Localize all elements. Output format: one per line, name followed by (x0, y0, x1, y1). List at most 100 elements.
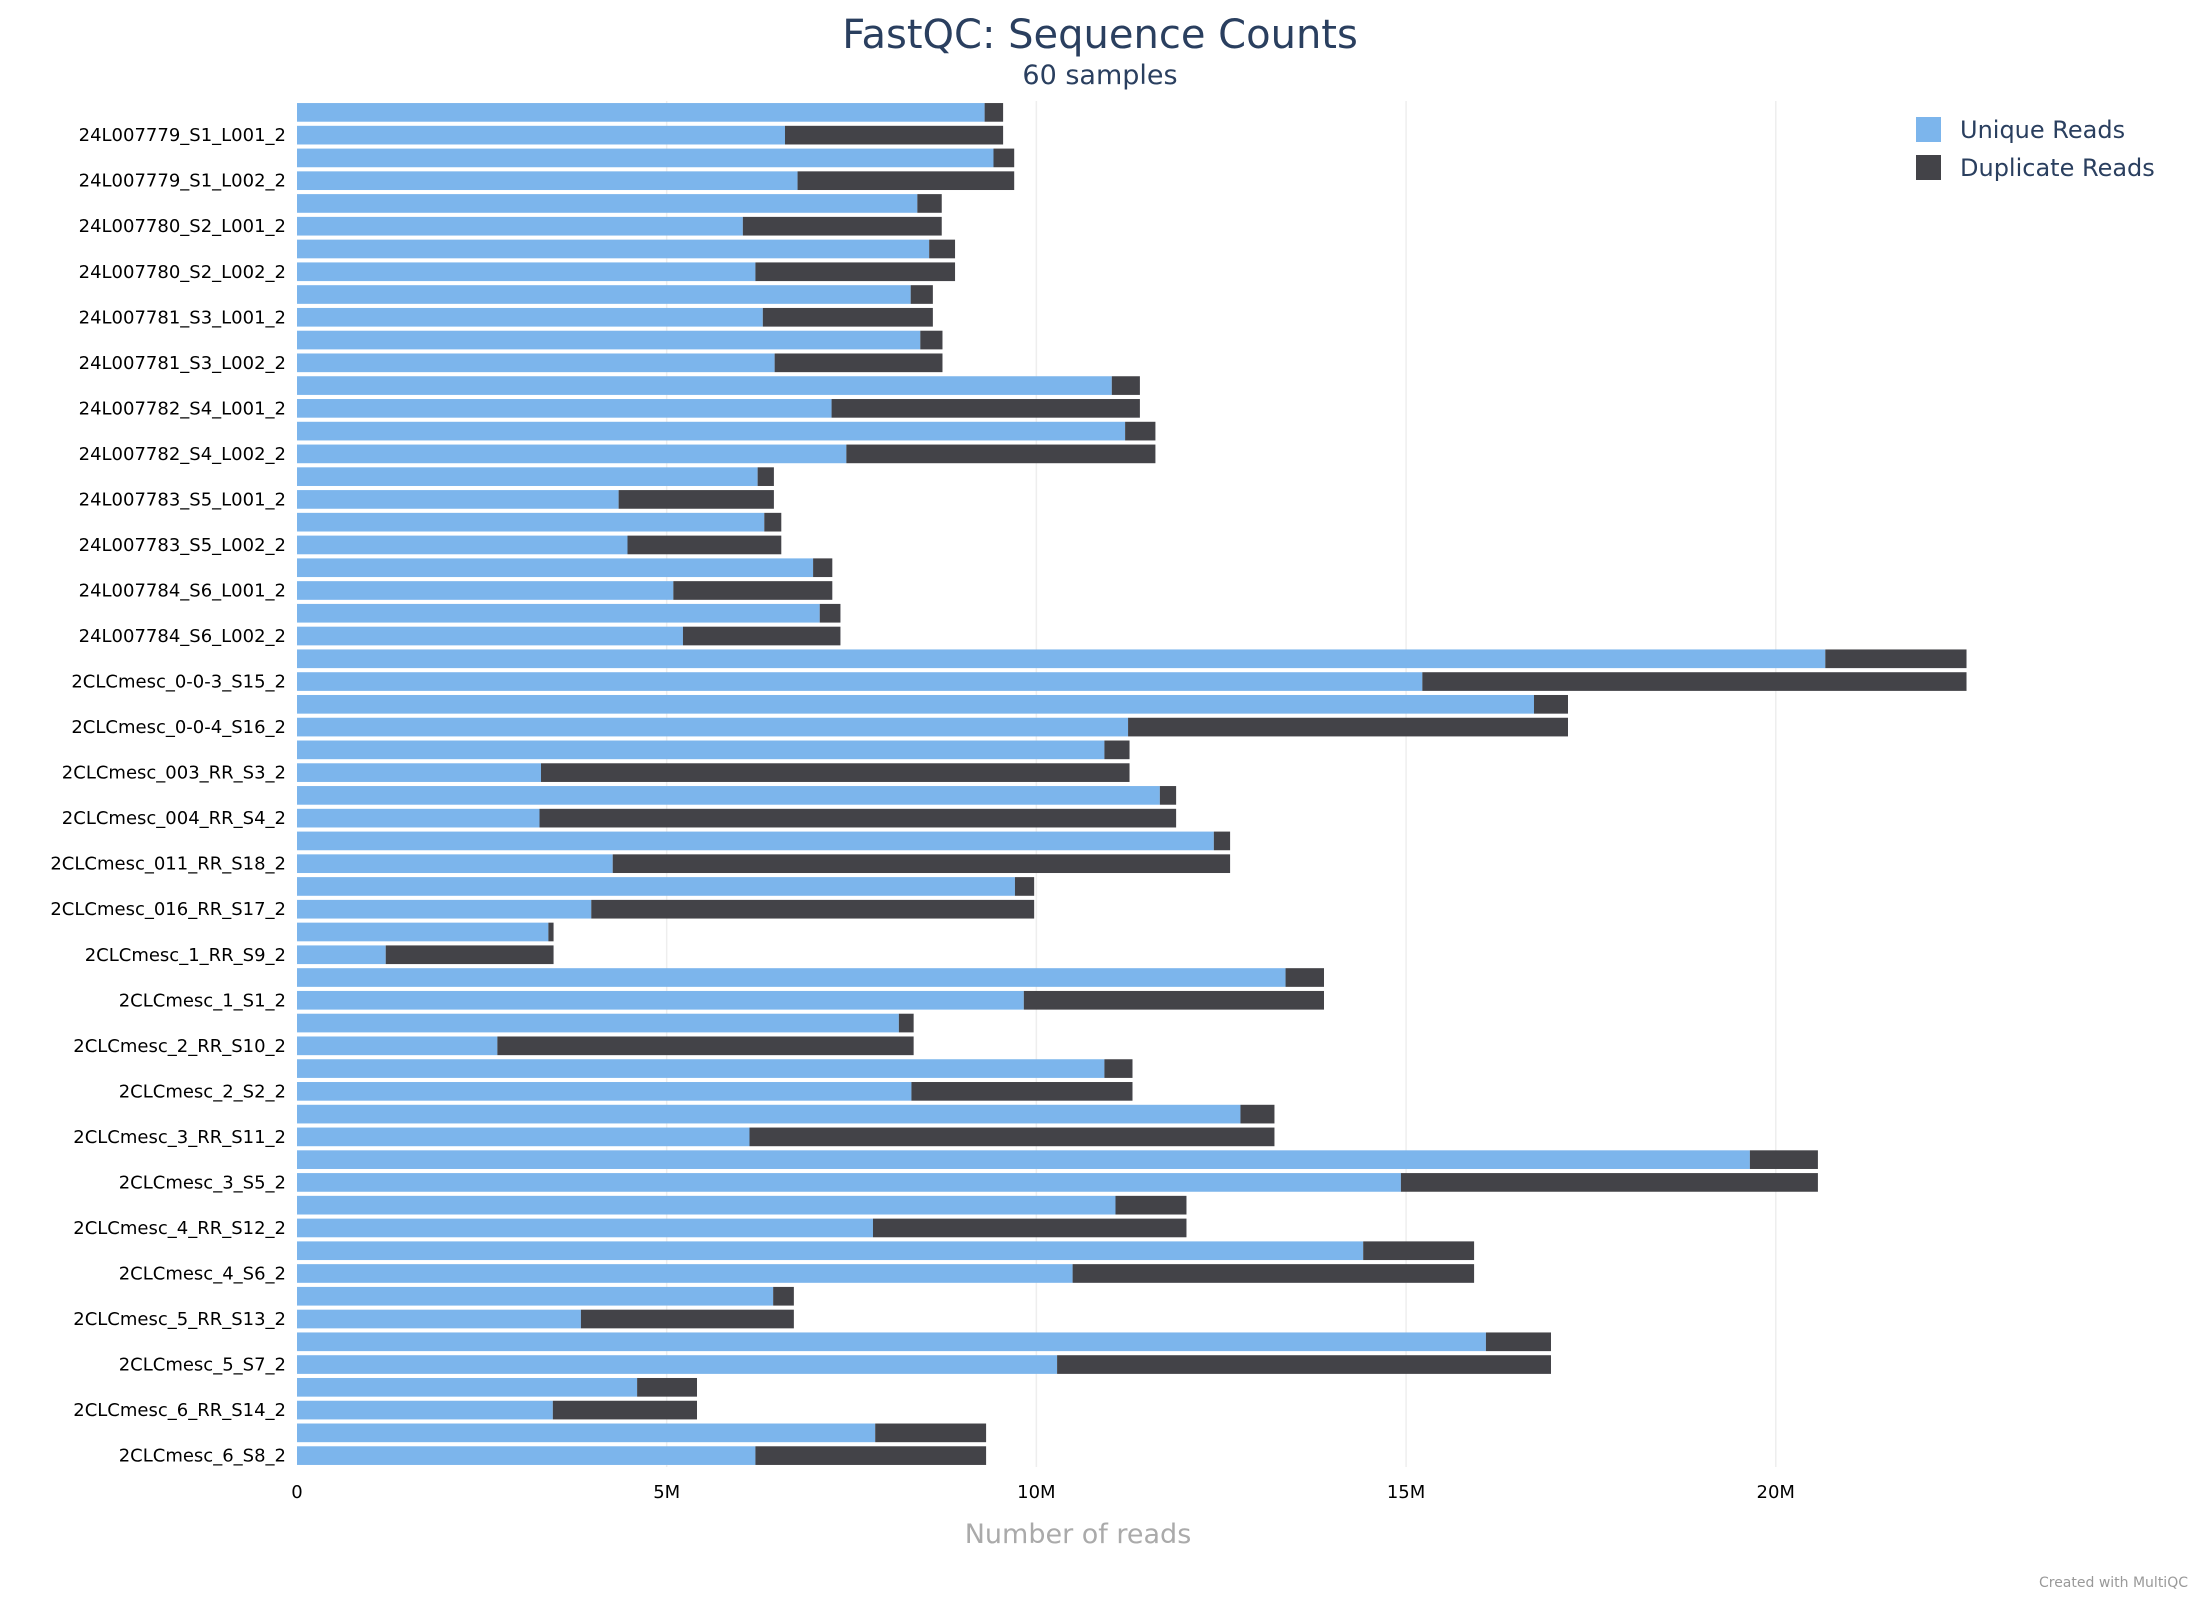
bar-unique-43[interactable] (297, 1082, 912, 1101)
bar-duplicate-33[interactable] (612, 854, 1231, 874)
bar-duplicate-22[interactable] (819, 603, 841, 623)
bar-unique-46[interactable] (297, 1150, 1750, 1169)
legend-label-1[interactable]: Duplicate Reads (1960, 154, 2155, 182)
bar-duplicate-0[interactable] (984, 103, 1004, 122)
bar-unique-10[interactable] (297, 330, 921, 350)
bar-duplicate-12[interactable] (1111, 376, 1140, 395)
bar-duplicate-23[interactable] (682, 626, 841, 646)
bar-unique-2[interactable] (297, 148, 994, 168)
bar-duplicate-58[interactable] (875, 1423, 987, 1443)
bar-duplicate-51[interactable] (1072, 1264, 1475, 1283)
bar-duplicate-45[interactable] (749, 1127, 1275, 1147)
bar-unique-48[interactable] (297, 1195, 1116, 1215)
bar-unique-19[interactable] (297, 535, 628, 555)
bar-unique-3[interactable] (297, 171, 798, 191)
bar-unique-29[interactable] (297, 763, 541, 782)
bar-unique-6[interactable] (297, 239, 930, 259)
legend-label-0[interactable]: Unique Reads (1960, 116, 2125, 144)
bar-unique-27[interactable] (297, 717, 1129, 737)
bar-unique-24[interactable] (297, 649, 1826, 669)
bar-duplicate-8[interactable] (910, 285, 933, 304)
bar-duplicate-31[interactable] (539, 808, 1177, 828)
bar-unique-38[interactable] (297, 968, 1286, 987)
bar-duplicate-27[interactable] (1128, 717, 1568, 737)
bar-unique-41[interactable] (297, 1036, 498, 1056)
bar-unique-40[interactable] (297, 1013, 899, 1033)
bar-duplicate-16[interactable] (757, 467, 774, 486)
bar-unique-50[interactable] (297, 1241, 1364, 1261)
bar-duplicate-37[interactable] (385, 945, 554, 965)
bar-unique-51[interactable] (297, 1264, 1073, 1283)
bar-unique-32[interactable] (297, 831, 1214, 851)
bar-unique-31[interactable] (297, 808, 540, 828)
bar-unique-25[interactable] (297, 672, 1423, 691)
bar-duplicate-7[interactable] (755, 262, 956, 282)
bar-duplicate-5[interactable] (742, 216, 942, 236)
bar-duplicate-10[interactable] (920, 330, 943, 350)
bar-duplicate-32[interactable] (1213, 831, 1231, 851)
bar-unique-14[interactable] (297, 421, 1126, 441)
bar-duplicate-47[interactable] (1400, 1173, 1818, 1192)
bar-duplicate-55[interactable] (1057, 1355, 1551, 1374)
bar-duplicate-39[interactable] (1023, 990, 1324, 1010)
bar-unique-37[interactable] (297, 945, 386, 965)
bar-unique-42[interactable] (297, 1059, 1105, 1078)
bar-unique-23[interactable] (297, 626, 683, 646)
bar-duplicate-52[interactable] (773, 1286, 794, 1306)
bar-duplicate-20[interactable] (813, 558, 833, 578)
bar-unique-34[interactable] (297, 877, 1015, 896)
bar-unique-52[interactable] (297, 1286, 774, 1306)
bar-duplicate-25[interactable] (1422, 672, 1967, 691)
bar-duplicate-29[interactable] (540, 763, 1130, 782)
bar-unique-0[interactable] (297, 103, 985, 122)
bar-duplicate-36[interactable] (548, 922, 554, 942)
bar-unique-35[interactable] (297, 899, 592, 919)
bar-duplicate-21[interactable] (673, 581, 833, 600)
bar-unique-54[interactable] (297, 1332, 1486, 1352)
bar-duplicate-6[interactable] (929, 239, 956, 259)
bar-unique-15[interactable] (297, 444, 847, 464)
bar-duplicate-44[interactable] (1240, 1104, 1275, 1124)
bar-unique-55[interactable] (297, 1355, 1058, 1374)
bar-duplicate-35[interactable] (591, 899, 1035, 919)
bar-unique-8[interactable] (297, 285, 911, 304)
bar-unique-4[interactable] (297, 194, 918, 213)
bar-duplicate-43[interactable] (911, 1082, 1133, 1101)
bar-unique-9[interactable] (297, 307, 763, 327)
bar-duplicate-46[interactable] (1749, 1150, 1818, 1169)
bar-unique-33[interactable] (297, 854, 613, 874)
bar-unique-20[interactable] (297, 558, 814, 578)
bar-duplicate-18[interactable] (764, 512, 782, 532)
bar-duplicate-28[interactable] (1104, 740, 1130, 760)
bar-unique-11[interactable] (297, 353, 775, 373)
bar-unique-45[interactable] (297, 1127, 750, 1147)
bar-unique-53[interactable] (297, 1309, 581, 1329)
bar-duplicate-1[interactable] (784, 125, 1004, 145)
bar-duplicate-24[interactable] (1825, 649, 1967, 669)
bar-duplicate-3[interactable] (797, 171, 1015, 191)
bar-unique-49[interactable] (297, 1218, 873, 1238)
bar-duplicate-26[interactable] (1533, 694, 1568, 714)
bar-duplicate-41[interactable] (497, 1036, 914, 1056)
bar-duplicate-17[interactable] (618, 490, 774, 509)
bar-duplicate-15[interactable] (846, 444, 1156, 464)
bar-duplicate-57[interactable] (552, 1400, 698, 1420)
bar-duplicate-30[interactable] (1159, 786, 1177, 805)
bar-unique-59[interactable] (297, 1446, 756, 1465)
bar-duplicate-9[interactable] (762, 307, 933, 327)
bar-unique-44[interactable] (297, 1104, 1241, 1124)
bar-unique-1[interactable] (297, 125, 785, 145)
bar-duplicate-56[interactable] (637, 1377, 698, 1397)
bar-unique-7[interactable] (297, 262, 756, 282)
bar-unique-30[interactable] (297, 786, 1160, 805)
bar-duplicate-14[interactable] (1125, 421, 1156, 441)
bar-unique-26[interactable] (297, 694, 1534, 714)
bar-duplicate-11[interactable] (774, 353, 943, 373)
bar-unique-18[interactable] (297, 512, 765, 532)
bar-duplicate-49[interactable] (872, 1218, 1187, 1238)
bar-unique-16[interactable] (297, 467, 758, 486)
bar-unique-57[interactable] (297, 1400, 553, 1420)
bar-unique-12[interactable] (297, 376, 1112, 395)
bar-unique-39[interactable] (297, 990, 1024, 1010)
bar-duplicate-59[interactable] (755, 1446, 987, 1465)
